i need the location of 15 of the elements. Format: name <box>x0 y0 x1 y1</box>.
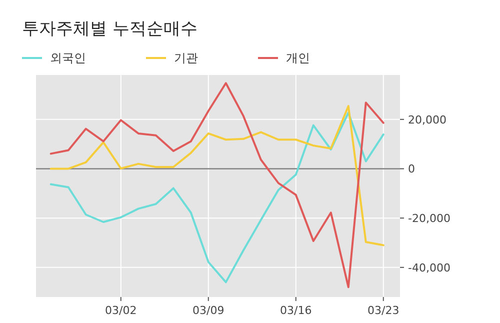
x-tick-label: 03/16 <box>280 304 312 317</box>
x-tick-label: 03/02 <box>105 304 137 317</box>
line-series <box>50 105 384 246</box>
y-tick-label: -40,000 <box>408 261 450 274</box>
y-tick-label: 20,000 <box>408 113 446 126</box>
x-tick-label: 03/09 <box>192 304 224 317</box>
y-tick-label: -20,000 <box>408 212 450 226</box>
line-series <box>50 112 384 284</box>
legend-label: 개인 <box>286 51 310 65</box>
legend-label: 기관 <box>174 51 198 65</box>
x-tick-label: 03/23 <box>368 304 400 317</box>
legend-label: 외국인 <box>50 51 86 65</box>
line-series <box>50 82 384 288</box>
y-tick-label: 0 <box>408 162 415 176</box>
chart-title: 투자주체별 누적순매수 <box>22 19 198 39</box>
